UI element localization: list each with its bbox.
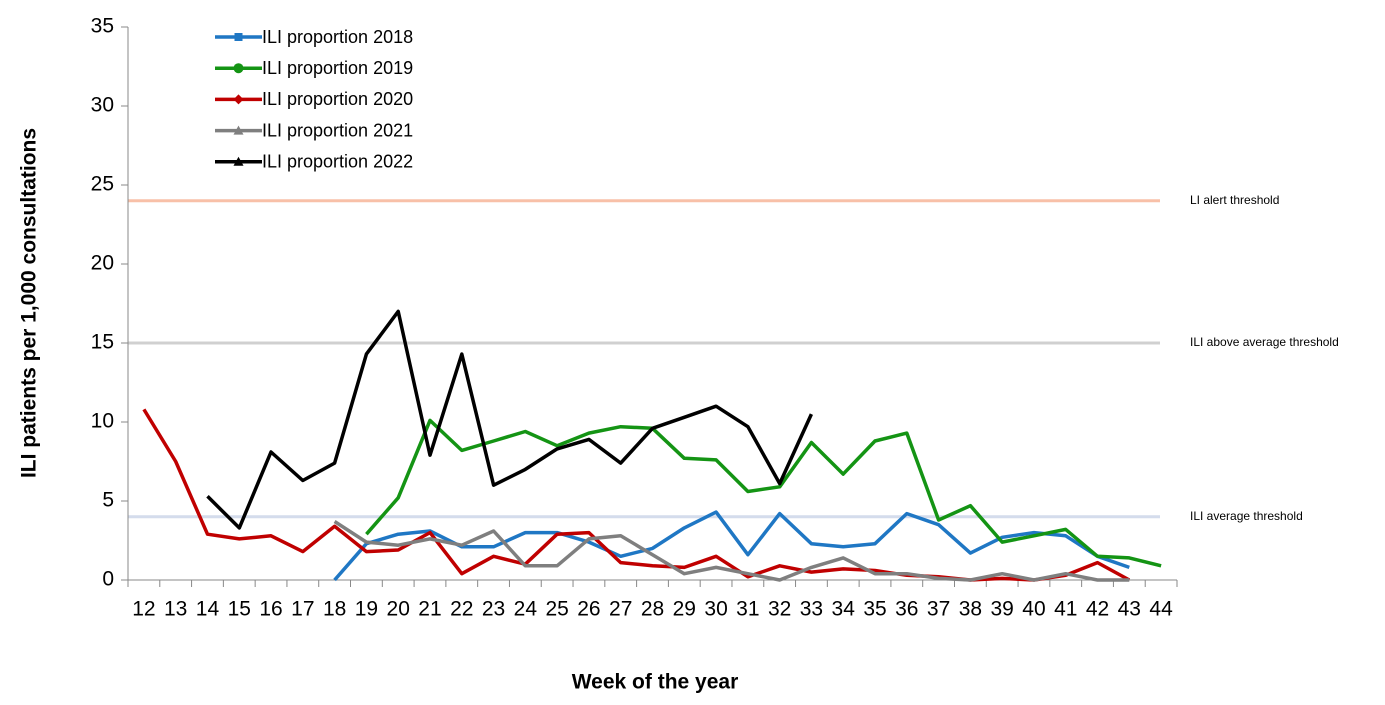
x-tick-label: 26 xyxy=(577,598,600,621)
x-tick-label: 16 xyxy=(259,598,282,621)
x-tick-label: 27 xyxy=(609,598,632,621)
x-tick-label: 37 xyxy=(927,598,950,621)
legend-marker xyxy=(233,125,244,135)
x-tick-label: 21 xyxy=(418,598,441,621)
x-tick-label: 43 xyxy=(1118,598,1141,621)
legend-marker xyxy=(233,94,244,105)
legend-marker xyxy=(233,63,244,74)
x-tick-label: 24 xyxy=(514,598,538,621)
legend-label: ILI proportion 2022 xyxy=(262,152,413,172)
legend-marker xyxy=(234,33,243,41)
threshold-label: LI alert threshold xyxy=(1190,193,1279,207)
x-tick-label: 44 xyxy=(1149,598,1173,621)
x-tick-label: 32 xyxy=(768,598,791,621)
x-tick-label: 34 xyxy=(832,598,856,621)
y-tick-label: 25 xyxy=(91,173,114,196)
x-tick-label: 15 xyxy=(228,598,251,621)
y-tick-label: 20 xyxy=(91,252,114,275)
legend-label: ILI proportion 2019 xyxy=(262,58,413,78)
legend-marker xyxy=(233,156,244,166)
series-line xyxy=(333,510,1130,582)
y-tick-label: 0 xyxy=(102,568,114,591)
x-tick-label: 38 xyxy=(959,598,982,621)
threshold-label: ILI average threshold xyxy=(1190,509,1303,523)
legend-label: ILI proportion 2020 xyxy=(262,89,413,109)
x-tick-label: 31 xyxy=(736,598,759,621)
x-tick-label: 13 xyxy=(164,598,187,621)
x-tick-label: 18 xyxy=(323,598,346,621)
x-tick-label: 17 xyxy=(291,598,314,621)
series-line xyxy=(142,408,1131,582)
x-tick-label: 29 xyxy=(673,598,696,621)
x-tick-label: 30 xyxy=(704,598,727,621)
y-tick-label: 35 xyxy=(91,15,114,38)
series-line xyxy=(365,418,1162,568)
series-line xyxy=(206,309,813,530)
x-tick-label: 42 xyxy=(1086,598,1109,621)
y-tick-label: 30 xyxy=(91,94,114,117)
x-tick-label: 35 xyxy=(863,598,886,621)
x-tick-label: 20 xyxy=(387,598,410,621)
x-tick-label: 14 xyxy=(196,598,220,621)
x-tick-label: 28 xyxy=(641,598,664,621)
x-tick-label: 33 xyxy=(800,598,823,621)
x-tick-label: 36 xyxy=(895,598,918,621)
x-axis-label: Week of the year xyxy=(572,671,739,694)
x-tick-label: 23 xyxy=(482,598,505,621)
series-line xyxy=(333,520,1130,582)
threshold-label: ILI above average threshold xyxy=(1190,335,1339,349)
x-tick-label: 25 xyxy=(545,598,568,621)
x-tick-label: 19 xyxy=(355,598,378,621)
x-tick-label: 22 xyxy=(450,598,473,621)
y-tick-label: 15 xyxy=(91,331,114,354)
x-tick-label: 39 xyxy=(990,598,1013,621)
y-axis-label: ILI patients per 1,000 consultations xyxy=(18,128,41,478)
x-tick-label: 40 xyxy=(1022,598,1045,621)
x-tick-label: 12 xyxy=(132,598,155,621)
legend-label: ILI proportion 2018 xyxy=(262,27,413,47)
legend-label: ILI proportion 2021 xyxy=(262,120,413,140)
y-tick-label: 5 xyxy=(102,489,114,512)
x-tick-label: 41 xyxy=(1054,598,1077,621)
y-tick-label: 10 xyxy=(91,410,114,433)
